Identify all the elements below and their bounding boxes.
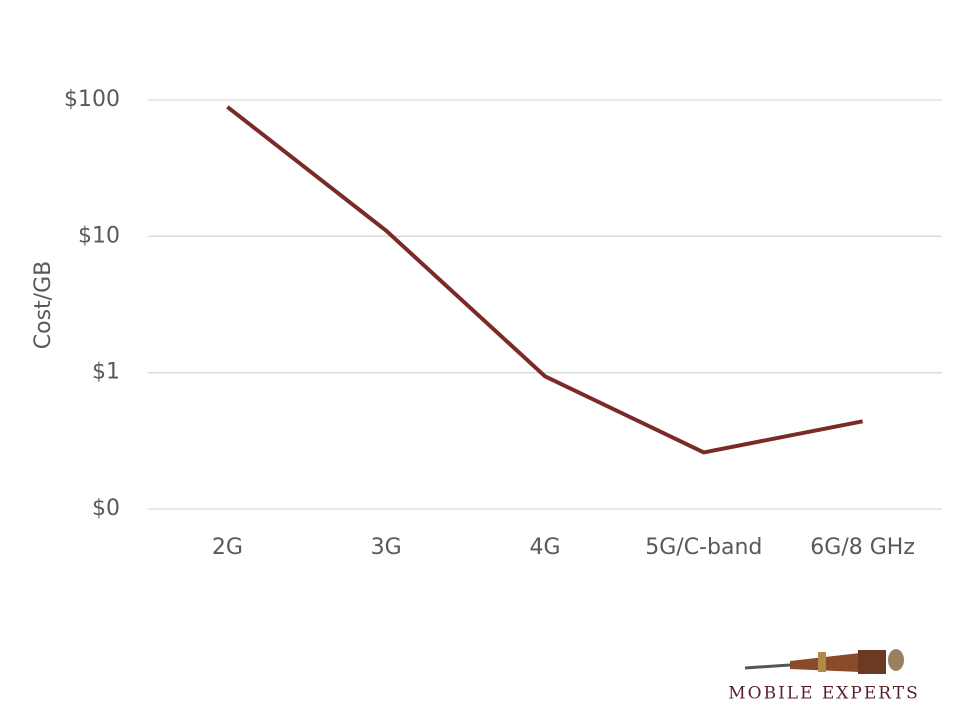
x-tick-label: 3G [371,535,402,560]
y-axis-label: Cost/GB [31,261,56,349]
x-tick-label: 4G [529,535,560,560]
x-tick-label: 5G/C-band [645,535,762,560]
logo-icon [744,649,904,674]
logo-text: MOBILE EXPERTS [728,684,920,704]
data-line [226,105,863,455]
y-tick-label: $100 [64,87,120,112]
x-tick-label: 2G [212,535,243,560]
y-tick-label: $1 [92,360,120,385]
y-tick-label: $0 [92,496,120,521]
y-tick-label: $10 [78,223,120,248]
x-tick-label: 6G/8 GHz [810,535,915,560]
